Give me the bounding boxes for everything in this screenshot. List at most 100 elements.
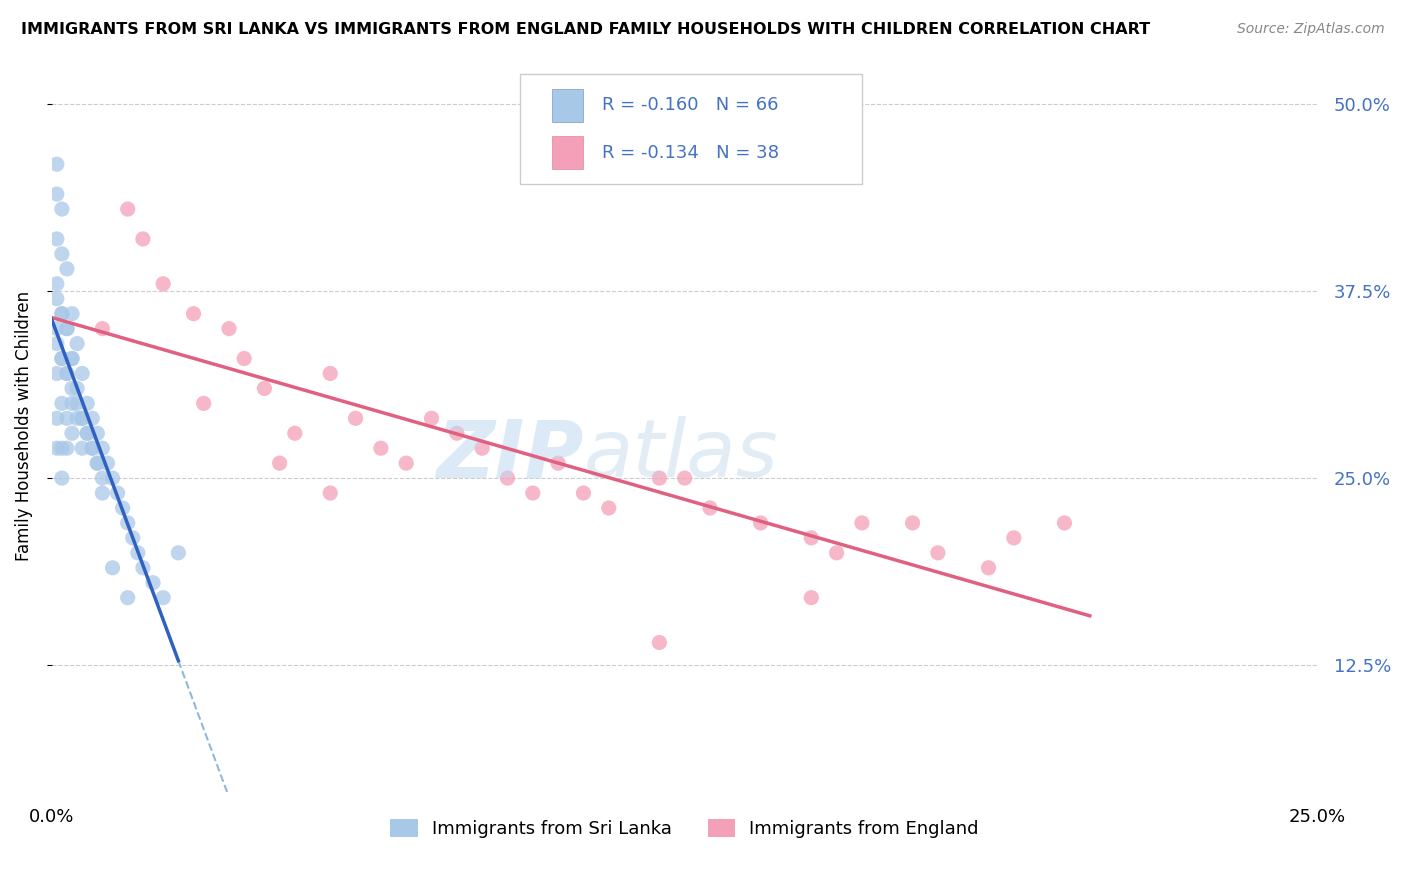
- Point: [45, 157, 67, 171]
- Point: [142, 575, 165, 590]
- Point: [91, 441, 114, 455]
- FancyBboxPatch shape: [520, 74, 862, 184]
- Point: [800, 591, 823, 605]
- Point: [86, 426, 108, 441]
- Point: [572, 486, 595, 500]
- Point: [86, 456, 108, 470]
- Point: [76, 396, 98, 410]
- Point: [56, 367, 79, 381]
- Point: [51, 396, 73, 410]
- Point: [56, 367, 79, 381]
- Point: [45, 277, 67, 291]
- Point: [522, 486, 544, 500]
- Point: [56, 441, 79, 455]
- Point: [66, 381, 89, 395]
- Point: [82, 441, 104, 455]
- Point: [446, 426, 468, 441]
- Point: [51, 351, 73, 366]
- Point: [91, 486, 114, 500]
- Point: [344, 411, 367, 425]
- Y-axis label: Family Households with Children: Family Households with Children: [15, 291, 32, 561]
- Point: [977, 561, 1000, 575]
- Text: R = -0.134   N = 38: R = -0.134 N = 38: [602, 144, 779, 162]
- Point: [218, 321, 240, 335]
- Point: [496, 471, 519, 485]
- Point: [111, 500, 134, 515]
- Point: [51, 351, 73, 366]
- Point: [91, 321, 114, 335]
- Point: [132, 561, 155, 575]
- Point: [60, 351, 83, 366]
- Point: [152, 277, 174, 291]
- Point: [86, 456, 108, 470]
- Point: [91, 471, 114, 485]
- FancyBboxPatch shape: [551, 89, 583, 122]
- Point: [56, 321, 79, 335]
- Point: [825, 546, 848, 560]
- Point: [420, 411, 443, 425]
- Point: [1053, 516, 1076, 530]
- Point: [82, 441, 104, 455]
- Point: [51, 307, 73, 321]
- Point: [60, 307, 83, 321]
- Text: ZIP: ZIP: [436, 416, 583, 494]
- Point: [132, 232, 155, 246]
- Point: [60, 426, 83, 441]
- Point: [76, 426, 98, 441]
- Point: [51, 471, 73, 485]
- Point: [56, 411, 79, 425]
- Point: [45, 441, 67, 455]
- Point: [699, 500, 721, 515]
- Point: [51, 247, 73, 261]
- Point: [60, 396, 83, 410]
- Point: [167, 546, 190, 560]
- Point: [901, 516, 924, 530]
- Point: [101, 561, 124, 575]
- Point: [60, 381, 83, 395]
- Point: [395, 456, 418, 470]
- Text: Source: ZipAtlas.com: Source: ZipAtlas.com: [1237, 22, 1385, 37]
- Point: [233, 351, 256, 366]
- Point: [70, 411, 93, 425]
- Point: [82, 411, 104, 425]
- Point: [547, 456, 569, 470]
- Point: [673, 471, 696, 485]
- Point: [471, 441, 494, 455]
- Point: [117, 516, 139, 530]
- Point: [45, 232, 67, 246]
- Point: [56, 321, 79, 335]
- FancyBboxPatch shape: [551, 136, 583, 169]
- Point: [319, 367, 342, 381]
- Point: [284, 426, 307, 441]
- Point: [45, 321, 67, 335]
- Point: [70, 411, 93, 425]
- Text: R = -0.160   N = 66: R = -0.160 N = 66: [602, 96, 779, 114]
- Point: [598, 500, 620, 515]
- Point: [101, 471, 124, 485]
- Point: [66, 411, 89, 425]
- Point: [152, 591, 174, 605]
- Point: [51, 202, 73, 216]
- Point: [70, 441, 93, 455]
- Point: [1002, 531, 1025, 545]
- Point: [319, 486, 342, 500]
- Point: [121, 531, 143, 545]
- Point: [45, 367, 67, 381]
- Point: [45, 336, 67, 351]
- Point: [66, 336, 89, 351]
- Point: [96, 456, 118, 470]
- Point: [117, 202, 139, 216]
- Legend: Immigrants from Sri Lanka, Immigrants from England: Immigrants from Sri Lanka, Immigrants fr…: [384, 812, 986, 846]
- Point: [45, 187, 67, 202]
- Text: atlas: atlas: [583, 416, 778, 494]
- Point: [51, 307, 73, 321]
- Point: [127, 546, 149, 560]
- Point: [193, 396, 215, 410]
- Point: [45, 411, 67, 425]
- Point: [648, 635, 671, 649]
- Point: [56, 261, 79, 276]
- Point: [253, 381, 276, 395]
- Point: [370, 441, 392, 455]
- Point: [749, 516, 772, 530]
- Point: [648, 471, 671, 485]
